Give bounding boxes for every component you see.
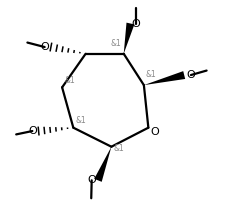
Text: O: O (132, 19, 140, 28)
Text: &1: &1 (76, 116, 86, 125)
Text: O: O (151, 127, 159, 137)
Polygon shape (94, 147, 111, 182)
Text: &1: &1 (113, 144, 124, 153)
Text: &1: &1 (145, 70, 156, 79)
Text: O: O (40, 42, 49, 52)
Polygon shape (144, 71, 185, 85)
Text: O: O (87, 175, 96, 185)
Polygon shape (124, 23, 134, 54)
Text: &1: &1 (111, 39, 121, 48)
Text: O: O (28, 126, 37, 136)
Text: &1: &1 (65, 76, 76, 85)
Text: O: O (186, 70, 195, 80)
